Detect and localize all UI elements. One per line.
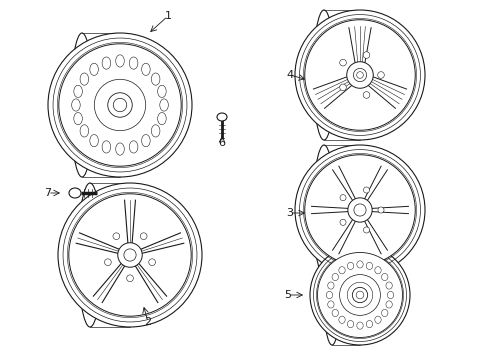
Ellipse shape — [353, 68, 366, 82]
Ellipse shape — [356, 72, 363, 78]
Ellipse shape — [363, 187, 369, 193]
Ellipse shape — [116, 143, 124, 155]
Ellipse shape — [352, 287, 367, 303]
Ellipse shape — [339, 59, 346, 66]
Ellipse shape — [381, 309, 387, 316]
Ellipse shape — [346, 62, 372, 88]
Ellipse shape — [113, 98, 126, 112]
Ellipse shape — [113, 233, 120, 239]
Ellipse shape — [217, 113, 226, 121]
Ellipse shape — [363, 92, 369, 98]
Ellipse shape — [90, 135, 98, 147]
Ellipse shape — [385, 282, 391, 289]
Text: 2: 2 — [144, 317, 151, 327]
Ellipse shape — [374, 316, 380, 323]
Text: 3: 3 — [286, 208, 293, 218]
Ellipse shape — [59, 44, 181, 166]
Ellipse shape — [346, 320, 353, 328]
Text: 5: 5 — [284, 290, 291, 300]
Ellipse shape — [157, 85, 166, 98]
Ellipse shape — [338, 267, 345, 274]
Ellipse shape — [116, 55, 124, 67]
Ellipse shape — [356, 261, 363, 268]
Ellipse shape — [148, 259, 155, 266]
Ellipse shape — [80, 125, 88, 137]
Ellipse shape — [151, 73, 160, 85]
Ellipse shape — [129, 141, 138, 153]
Ellipse shape — [160, 99, 168, 111]
Ellipse shape — [94, 79, 145, 131]
Ellipse shape — [338, 316, 345, 323]
Ellipse shape — [331, 309, 338, 316]
Ellipse shape — [294, 10, 424, 140]
Ellipse shape — [339, 195, 346, 201]
Ellipse shape — [69, 188, 81, 198]
Ellipse shape — [74, 85, 82, 98]
Ellipse shape — [69, 194, 191, 316]
Ellipse shape — [107, 93, 132, 117]
Ellipse shape — [339, 84, 346, 91]
Ellipse shape — [129, 57, 138, 69]
Ellipse shape — [377, 72, 384, 78]
Ellipse shape — [48, 33, 192, 177]
Ellipse shape — [102, 57, 110, 69]
Text: 1: 1 — [164, 11, 171, 21]
Ellipse shape — [355, 291, 363, 299]
Ellipse shape — [363, 227, 369, 233]
Ellipse shape — [74, 112, 82, 125]
Ellipse shape — [347, 198, 371, 222]
Ellipse shape — [366, 320, 372, 328]
Ellipse shape — [327, 282, 333, 289]
Ellipse shape — [104, 259, 111, 266]
Ellipse shape — [142, 135, 150, 147]
Ellipse shape — [377, 207, 383, 213]
Text: 6: 6 — [218, 138, 225, 148]
Ellipse shape — [366, 262, 372, 270]
Ellipse shape — [118, 243, 142, 267]
Ellipse shape — [90, 63, 98, 76]
Ellipse shape — [339, 275, 380, 315]
Ellipse shape — [140, 233, 147, 239]
Ellipse shape — [385, 301, 391, 308]
Ellipse shape — [331, 273, 338, 281]
Ellipse shape — [80, 73, 88, 85]
Ellipse shape — [325, 291, 332, 298]
Ellipse shape — [363, 52, 369, 58]
Ellipse shape — [151, 125, 160, 137]
Ellipse shape — [126, 275, 133, 282]
Ellipse shape — [123, 249, 136, 261]
Ellipse shape — [346, 262, 353, 270]
Ellipse shape — [386, 291, 393, 298]
Ellipse shape — [356, 322, 363, 329]
Ellipse shape — [381, 273, 387, 281]
Ellipse shape — [309, 245, 409, 345]
Ellipse shape — [102, 141, 110, 153]
Ellipse shape — [157, 112, 166, 125]
Ellipse shape — [304, 155, 414, 265]
Ellipse shape — [294, 145, 424, 275]
Ellipse shape — [339, 219, 346, 225]
Ellipse shape — [317, 252, 402, 338]
Ellipse shape — [72, 99, 80, 111]
Ellipse shape — [58, 183, 202, 327]
Ellipse shape — [374, 267, 380, 274]
Ellipse shape — [304, 20, 414, 130]
Ellipse shape — [142, 63, 150, 76]
Text: 4: 4 — [286, 70, 293, 80]
Ellipse shape — [353, 204, 366, 216]
Ellipse shape — [327, 301, 333, 308]
Ellipse shape — [346, 282, 372, 308]
Text: 7: 7 — [44, 188, 51, 198]
